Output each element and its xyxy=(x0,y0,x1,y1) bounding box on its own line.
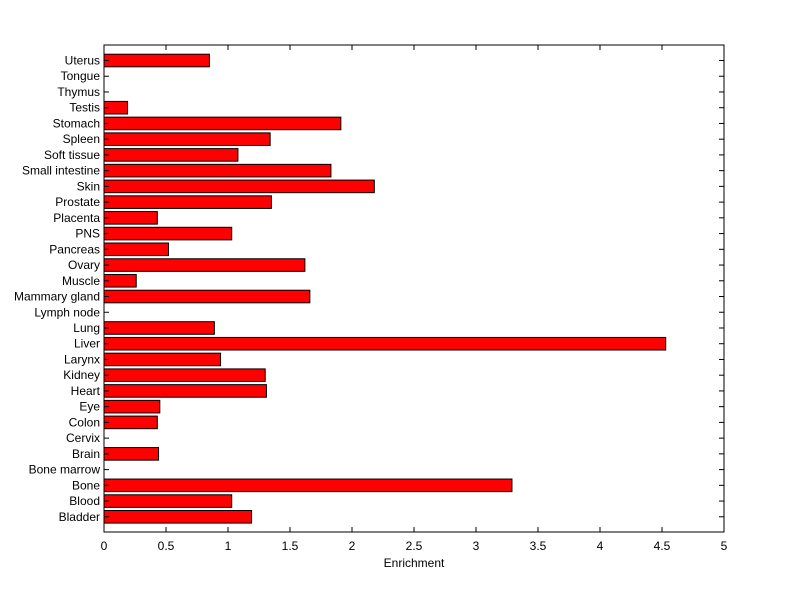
x-tick-label: 4.5 xyxy=(654,539,671,553)
bar-skin xyxy=(103,179,375,194)
y-tick-label: Eye xyxy=(79,400,100,414)
y-tick-label: Prostate xyxy=(55,195,100,209)
bar-pns xyxy=(103,226,233,241)
x-tick-label: 0.5 xyxy=(158,539,175,553)
bar-bladder xyxy=(103,510,253,524)
bar-pancreas xyxy=(103,242,169,257)
y-tick-label: Uterus xyxy=(65,54,100,68)
bar-heart xyxy=(103,384,267,398)
plot-frame xyxy=(103,44,725,533)
y-tick-label: Brain xyxy=(72,447,100,461)
x-tick-label: 2 xyxy=(349,539,356,553)
y-tick-label: Colon xyxy=(69,415,100,429)
bar-uterus xyxy=(103,53,210,68)
x-tick-label: 2.5 xyxy=(406,539,423,553)
x-tick-label: 3 xyxy=(473,539,480,553)
y-tick-label: Bone xyxy=(72,478,100,492)
y-tick-label: Ovary xyxy=(68,258,100,272)
x-tick-label: 5 xyxy=(721,539,728,553)
bar-kidney xyxy=(103,368,266,382)
y-tick-label: Larynx xyxy=(64,352,100,366)
bar-larynx xyxy=(103,352,222,367)
y-tick-label: Lung xyxy=(73,321,100,335)
y-tick-label: PNS xyxy=(75,227,100,241)
y-tick-label: Blood xyxy=(69,494,100,508)
bar-placenta xyxy=(103,211,158,225)
y-tick-label: Testis xyxy=(69,101,100,115)
bar-bone xyxy=(103,478,513,493)
bar-stomach xyxy=(103,116,342,131)
y-tick-label: Skin xyxy=(77,179,100,193)
bar-small-intestine xyxy=(103,163,332,178)
bar-eye xyxy=(103,399,161,414)
y-tick-label: Kidney xyxy=(63,368,100,382)
y-tick-label: Cervix xyxy=(66,431,100,445)
bars-layer xyxy=(103,53,667,524)
y-tick-label: Bone marrow xyxy=(29,463,101,477)
bar-spleen xyxy=(103,132,271,146)
bar-liver xyxy=(103,336,667,351)
bar-ovary xyxy=(103,258,306,272)
bar-colon xyxy=(103,415,158,430)
x-tick-label: 0 xyxy=(101,539,108,553)
bar-mammary-gland xyxy=(103,289,311,304)
y-tick-label: Muscle xyxy=(62,274,100,288)
y-tick-label: Thymus xyxy=(57,85,100,99)
y-tick-label: Tongue xyxy=(61,69,101,83)
y-tick-label: Mammary gland xyxy=(14,290,100,304)
x-tick-label: 4 xyxy=(597,539,604,553)
y-tick-label: Spleen xyxy=(63,132,100,146)
y-tick-label: Heart xyxy=(71,384,101,398)
y-tick-label: Liver xyxy=(74,337,100,351)
bar-soft-tissue xyxy=(103,148,239,162)
bar-prostate xyxy=(103,195,272,209)
y-tick-label: Bladder xyxy=(59,510,100,524)
y-tick-label: Lymph node xyxy=(34,305,100,319)
y-tick-label: Stomach xyxy=(53,116,100,130)
x-tick-label: 1.5 xyxy=(282,539,299,553)
y-tick-label: Pancreas xyxy=(49,242,100,256)
bar-blood xyxy=(103,494,233,508)
bar-brain xyxy=(103,447,160,461)
x-tick-labels: 0 0.5 1 1.5 2 2.5 3 3.5 4 4.5 5 xyxy=(101,539,728,553)
x-axis-label: Enrichment xyxy=(384,556,445,570)
y-tick-label: Placenta xyxy=(53,211,100,225)
ticks-layer xyxy=(103,45,725,532)
y-tick-label: Soft tissue xyxy=(44,148,100,162)
x-tick-label: 3.5 xyxy=(530,539,547,553)
y-tick-label: Small intestine xyxy=(22,164,100,178)
bar-lung xyxy=(103,321,215,335)
x-tick-label: 1 xyxy=(225,539,232,553)
